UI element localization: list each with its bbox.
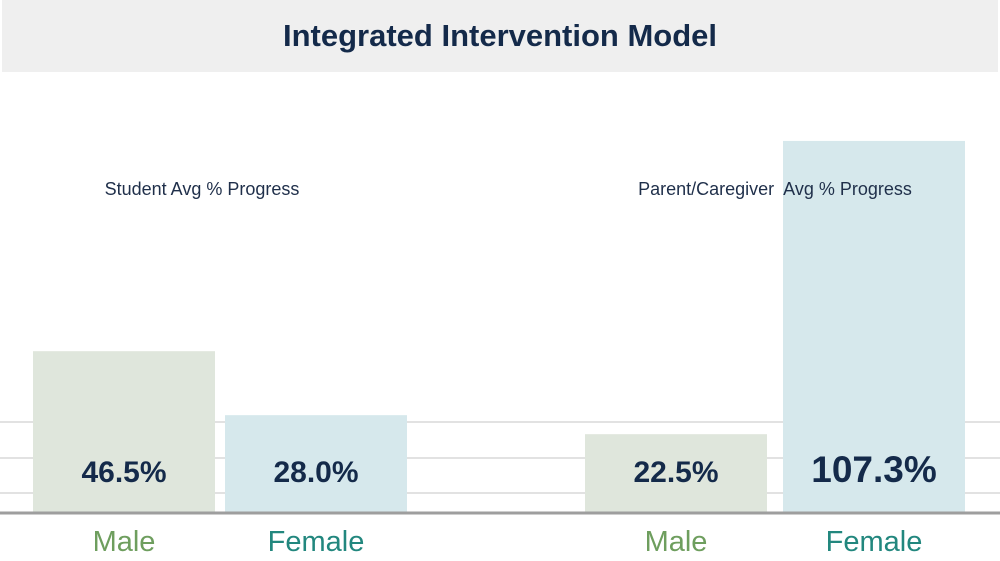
chart-title: Integrated Intervention Model [282,18,718,53]
bar-value-label: 107.3% [811,449,937,490]
panel-title: Parent/Caregiver Avg % Progress [638,179,912,199]
bar-1-female [783,140,965,512]
bar-0-female [225,415,407,512]
category-label-female: Female [826,526,923,558]
bar-value-label: 46.5% [81,456,166,489]
category-label-male: Male [645,526,708,558]
bar-1-male [585,434,767,512]
panel-title: Student Avg % Progress [105,179,300,199]
bar-0-male [33,351,215,512]
bar-value-label: 28.0% [273,456,358,489]
category-label-female: Female [268,526,365,558]
category-label-male: Male [93,526,156,558]
bar-value-label: 22.5% [633,456,718,489]
title-bar: Integrated Intervention Model [2,0,998,72]
